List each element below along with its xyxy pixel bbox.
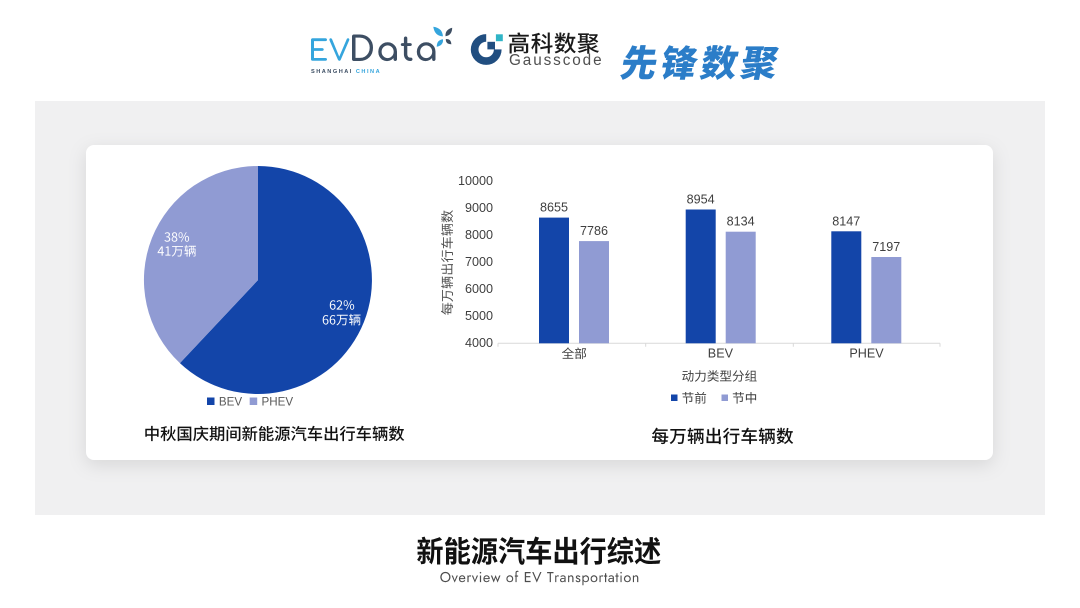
svg-text:7786: 7786 <box>580 224 608 238</box>
svg-text:Gausscode: Gausscode <box>509 52 603 69</box>
svg-text:8655: 8655 <box>540 201 568 215</box>
svg-text:7000: 7000 <box>465 255 493 269</box>
svg-text:8147: 8147 <box>832 214 860 228</box>
svg-text:4000: 4000 <box>465 336 493 350</box>
svg-text:SHANGHAI CHINA: SHANGHAI CHINA <box>311 69 381 75</box>
svg-text:PHEV: PHEV <box>262 395 294 408</box>
svg-text:8134: 8134 <box>727 215 755 229</box>
svg-text:7197: 7197 <box>872 240 900 254</box>
svg-text:8954: 8954 <box>687 193 715 207</box>
svg-text:9000: 9000 <box>465 201 493 215</box>
svg-text:PHEV: PHEV <box>849 347 884 361</box>
svg-text:BEV: BEV <box>219 395 242 408</box>
svg-text:BEV: BEV <box>708 347 734 361</box>
svg-text:5000: 5000 <box>465 309 493 323</box>
svg-text:6000: 6000 <box>465 282 493 296</box>
svg-text:10000: 10000 <box>458 174 493 188</box>
svg-text:8000: 8000 <box>465 228 493 242</box>
